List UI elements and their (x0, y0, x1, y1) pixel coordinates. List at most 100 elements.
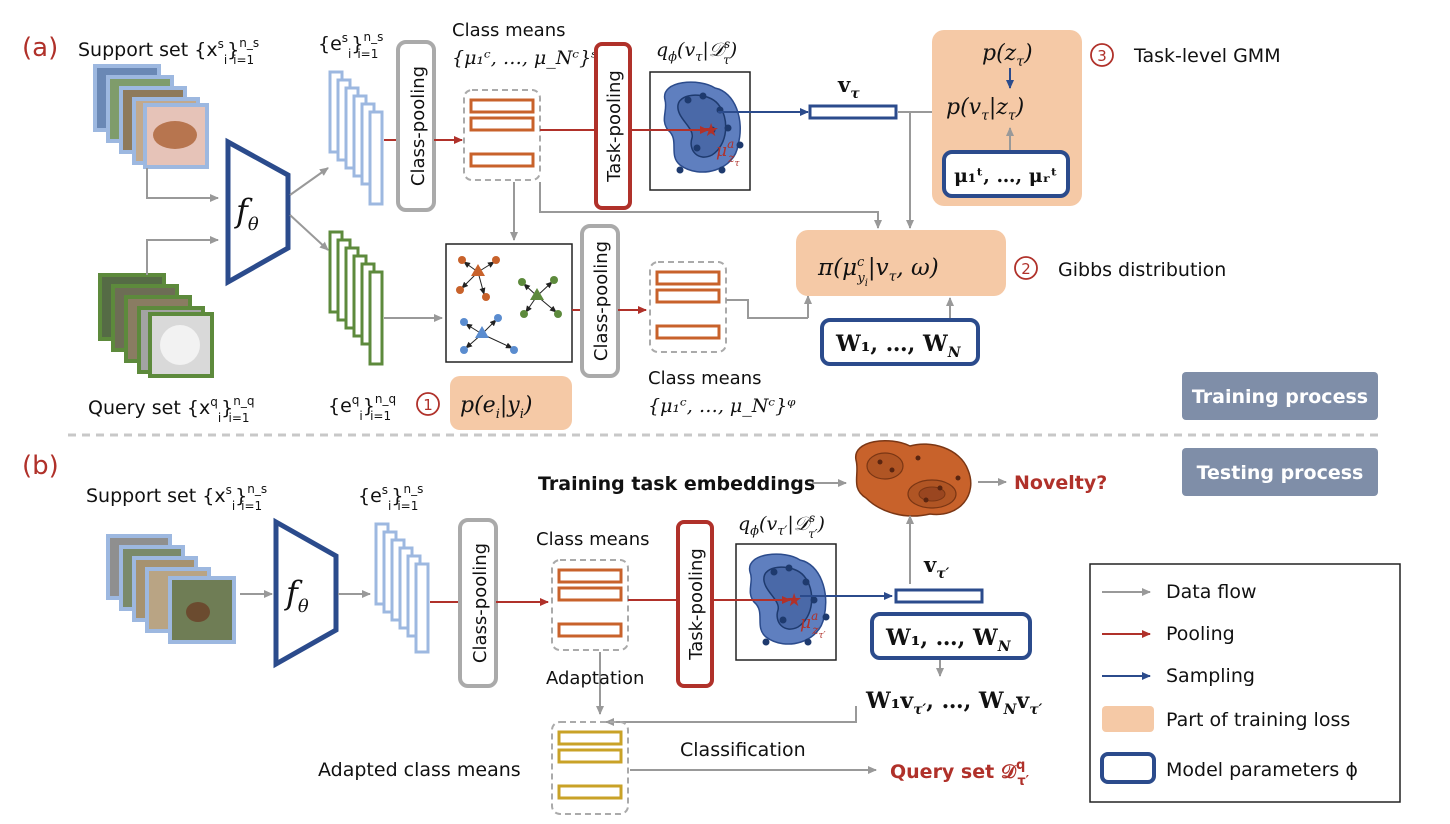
legend-sampling: Sampling (1166, 665, 1255, 687)
class-mean-s-3 (469, 152, 535, 168)
v-tau-vector-a (808, 104, 898, 120)
adaptation-label: Adaptation (546, 668, 644, 689)
class-pooling-a-top-label: Class-pooling (408, 66, 429, 186)
class-pooling-a-bottom (580, 224, 620, 378)
novelty-points (877, 455, 961, 503)
p-z-label: p(zτ) (982, 41, 1033, 70)
task-pooling-b-label: Task-pooling (686, 548, 707, 661)
query-embeddings-a (328, 230, 384, 366)
class-mean-q-2 (655, 288, 721, 304)
W-label-a: W₁, …, WN (835, 331, 962, 361)
encoder-a (225, 137, 291, 287)
class-means-q-formula: {μ₁ᶜ, …, μ_Nᶜ}ᵠ (648, 395, 796, 417)
novelty-map (855, 439, 972, 517)
novelty-cluster-1 (866, 452, 904, 480)
v-tau-prime-vector (894, 588, 984, 604)
adapted-mean-3 (557, 784, 623, 800)
v-tau-label-a: vτ (837, 72, 860, 102)
arrow-encoder-to-query-emb-a (289, 214, 329, 251)
cluster-orange (456, 256, 500, 301)
training-process-badge (1182, 372, 1378, 420)
mu-za-a: μa zτ (716, 137, 741, 169)
cluster-green (518, 276, 562, 318)
legend-training-loss: Part of training loss (1166, 709, 1350, 731)
star-mean-b: ★ (786, 590, 802, 611)
class-mean-b-1 (557, 568, 623, 584)
novelty-label: Novelty? (1014, 472, 1107, 494)
class-means-s-box (463, 89, 541, 181)
step3-num: 3 (1097, 47, 1107, 65)
class-pooling-a-bottom-label: Class-pooling (591, 241, 612, 361)
step3-label: Task-level GMM (1133, 45, 1281, 67)
support-images-a (93, 64, 209, 169)
class-mean-s-1 (469, 98, 535, 114)
W-box-a (820, 318, 980, 366)
step2-label: Gibbs distribution (1058, 259, 1226, 281)
class-means-q-box (649, 261, 727, 353)
q-phi-title-b: qϕ(vτ′|𝒟s τ′) (738, 511, 825, 541)
legend-data-flow: Data flow (1166, 581, 1257, 603)
query-emb-label-a: {eqi}n_q i=1 (328, 392, 396, 423)
W-label-b: W₁, …, WN (885, 625, 1012, 655)
novelty-cluster-2-inner (918, 486, 946, 502)
support-images-b (106, 534, 236, 644)
p-e-y-box (450, 376, 572, 430)
step2-circle (1014, 256, 1038, 280)
query-set-D-label: Query set 𝒟q τ′ (890, 758, 1030, 789)
step1-num: 1 (423, 396, 433, 414)
arrow-encoder-to-support-emb-a (289, 167, 329, 196)
q-phi-title-a: qϕ(vτ|𝒟s τ) (656, 37, 737, 67)
class-means-q-title: Class means (648, 368, 762, 389)
mu-t-label: μ₁ᵗ, …, μᵣᵗ (954, 165, 1058, 187)
class-means-b-box (551, 559, 629, 651)
p-e-y-label: p(ei|yi) (460, 393, 532, 422)
class-means-b-title: Class means (536, 529, 650, 550)
task-pooling-a (594, 42, 632, 210)
class-means-s-title: Class means (452, 20, 566, 41)
legend-swatch-training-loss (1102, 706, 1154, 732)
query-set-title-a: Query set {xqi}n_q i=1 (88, 394, 255, 425)
class-mean-b-3 (557, 622, 623, 638)
line-means-q-to-gibbs (726, 299, 808, 319)
panel-a-label: (a) (22, 33, 58, 63)
encoder-b (273, 517, 339, 669)
class-mean-q-3 (655, 324, 721, 340)
support-emb-label-a: {esi}n_s i=1 (318, 30, 383, 61)
star-mean-a: ★ (703, 120, 719, 141)
arrow-means-to-gibbs (539, 182, 882, 229)
training-task-embeddings: Training task embeddings (538, 473, 815, 495)
legend-swatch-model-params (1100, 752, 1156, 784)
testing-process-label: Testing process (1197, 462, 1364, 484)
adapted-means-box (551, 721, 629, 815)
arrow-query-to-encoder-a (146, 236, 219, 275)
step2-num: 2 (1021, 260, 1031, 278)
class-pooling-b-label: Class-pooling (470, 543, 491, 663)
step3-circle (1090, 43, 1114, 67)
step1-circle (416, 392, 440, 416)
legend-pooling: Pooling (1166, 623, 1235, 645)
arrow-Wv-to-adapted (605, 706, 857, 726)
density-points-b (762, 564, 830, 646)
density-points-a (676, 92, 744, 174)
classification-label: Classification (680, 739, 806, 761)
support-embeddings-a (328, 70, 384, 206)
support-set-title-a: Support set {xsi}n_s i=1 (78, 36, 259, 67)
task-pooling-a-label: Task-pooling (604, 70, 625, 183)
adapted-means-label: Adapted class means (318, 759, 521, 781)
gibbs-formula: π(μc yi|vτ, ω) (817, 255, 939, 289)
class-mean-s-2 (469, 116, 535, 132)
legend-model-params: Model parameters ϕ (1166, 759, 1358, 781)
mu-t-box (942, 150, 1070, 198)
cluster-blue (460, 314, 518, 354)
class-mean-b-2 (557, 586, 623, 602)
adapted-mean-1 (557, 730, 623, 746)
arrow-support-to-encoder-a (146, 168, 219, 202)
mu-za-b: μa zτ′ (800, 609, 826, 641)
gibbs-box (796, 230, 1006, 296)
class-means-s-formula: {μ₁ᶜ, …, μ_Nᶜ}ˢ (452, 47, 598, 69)
training-process-label: Training process (1192, 386, 1368, 408)
support-emb-label-b: {esi}n_s i=1 (358, 482, 423, 513)
adapted-mean-2 (557, 748, 623, 764)
W-box-b (870, 612, 1032, 660)
